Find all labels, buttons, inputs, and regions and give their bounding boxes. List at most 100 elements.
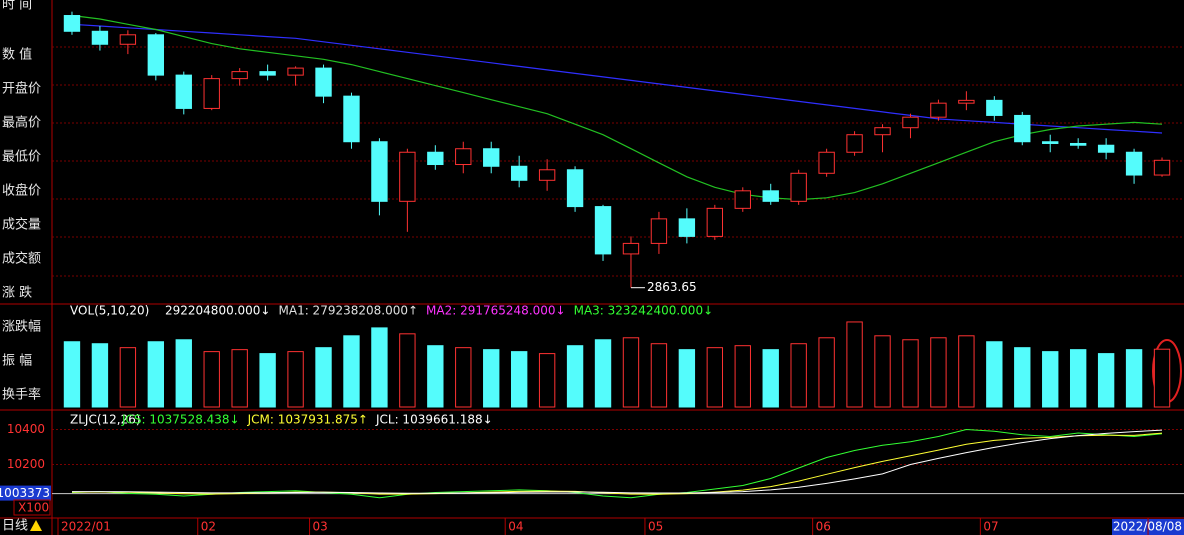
- period-icon: [30, 520, 42, 531]
- legend-entry: MA2: 291765248.000↓: [426, 304, 566, 318]
- candle-body: [902, 116, 919, 129]
- volume-bar: [427, 345, 444, 408]
- x-tick-label: 04: [508, 520, 523, 534]
- zljc-title: ZLJC(12,26): [70, 413, 141, 427]
- candle-body: [594, 206, 612, 255]
- candle-body: [510, 165, 528, 181]
- volume-bar: [958, 335, 975, 408]
- y-tick-label: 10200: [7, 457, 45, 471]
- field-label: 换手率: [2, 387, 41, 403]
- candle-body: [147, 34, 165, 76]
- volume-bar: [902, 339, 919, 408]
- scale-box: [13, 499, 51, 516]
- volume-bar: [203, 351, 220, 408]
- y-tick-label: 10400: [7, 422, 45, 436]
- volume-bar: [483, 349, 500, 408]
- legend-entry: MA3: 323242400.000↓: [574, 304, 714, 318]
- volume-bar: [259, 353, 276, 408]
- candle-body: [678, 218, 696, 237]
- candle-body: [1125, 151, 1143, 176]
- volume-bar: [538, 353, 556, 408]
- volume-bar: [231, 349, 248, 408]
- x-tick-label: 07: [983, 520, 998, 534]
- volume-bar: [1097, 353, 1115, 408]
- field-label: 成交额: [2, 251, 41, 267]
- candle-body: [818, 151, 835, 174]
- volume-bar: [622, 337, 640, 408]
- volume-bar: [1042, 351, 1059, 408]
- x-tick-label: 2022/08/08: [1113, 520, 1182, 534]
- volume-bar: [1014, 347, 1031, 408]
- candle-body: [1014, 114, 1031, 143]
- volume-bar: [399, 333, 416, 408]
- line: [71, 428, 1163, 499]
- candle-body: [119, 34, 137, 45]
- volume-bar: [790, 343, 807, 408]
- volume-bar: [874, 335, 891, 408]
- field-label: 数 值: [2, 47, 32, 63]
- candle-body: [958, 99, 975, 104]
- volume-bar: [91, 343, 109, 408]
- field-label: 最低价: [2, 150, 41, 165]
- volume-bar: [594, 339, 612, 408]
- candle-body: [930, 102, 947, 118]
- volume-bar: [1069, 349, 1087, 408]
- candle-body: [63, 15, 81, 32]
- candle-body: [566, 169, 584, 208]
- volume-bar: [119, 347, 137, 408]
- candle-body: [287, 67, 304, 76]
- field-label: 时 间: [2, 0, 32, 13]
- volume-bar: [706, 347, 724, 408]
- field-label: 开盘价: [2, 81, 41, 97]
- line: [72, 429, 1163, 494]
- volume-bar: [678, 349, 696, 408]
- x-tick-label: 03: [313, 520, 328, 534]
- volume-bar: [175, 339, 192, 408]
- candle-body: [706, 207, 724, 237]
- volume-title: VOL(5,10,20): [70, 304, 149, 318]
- field-label: 最高价: [2, 115, 41, 131]
- candle-body: [1153, 159, 1171, 176]
- x-tick-label: 05: [648, 520, 663, 534]
- volume-bar: [762, 349, 779, 408]
- candle-body: [231, 71, 248, 80]
- period-label: 日线: [2, 519, 28, 534]
- scale-note: X100: [18, 501, 49, 515]
- candle-body: [427, 151, 444, 166]
- candle-body: [1097, 144, 1115, 153]
- candle-body: [483, 148, 500, 167]
- volume-bar: [343, 335, 360, 408]
- candle-body: [371, 141, 388, 202]
- volume-bar: [734, 345, 751, 408]
- volume-bar: [818, 337, 835, 408]
- candle-body: [846, 134, 863, 153]
- volume-bar: [455, 347, 472, 408]
- current-box: [0, 485, 51, 501]
- volume-bar: [846, 321, 863, 408]
- candle-body: [175, 74, 192, 109]
- line: [71, 23, 1163, 134]
- candle-body: [399, 151, 416, 202]
- candle-body: [538, 169, 556, 181]
- volume-bar: [566, 345, 584, 408]
- candle-body: [1069, 142, 1087, 146]
- x-tick-label: 2022/01: [61, 520, 111, 534]
- field-label: 振 幅: [2, 354, 32, 369]
- legend-entry: 292204800.000↓: [165, 304, 271, 318]
- main-grid: [52, 46, 1184, 277]
- volume-bar: [287, 351, 304, 408]
- candle-body: [986, 99, 1003, 116]
- legend-entry: MA1: 279238208.000↑: [279, 304, 419, 318]
- x-tick-label: 02: [201, 520, 216, 534]
- annotation: 2863.65: [647, 280, 697, 294]
- volume-bar: [147, 341, 165, 408]
- volume-bar: [315, 347, 332, 408]
- volume-bar: [510, 351, 528, 408]
- legend-entry: JCL: 1039661.188↓: [375, 413, 493, 427]
- volume-bar: [650, 343, 668, 408]
- line: [71, 432, 1163, 495]
- volume-bar: [371, 327, 388, 408]
- candle-body: [315, 67, 332, 97]
- candle-body: [1042, 141, 1059, 144]
